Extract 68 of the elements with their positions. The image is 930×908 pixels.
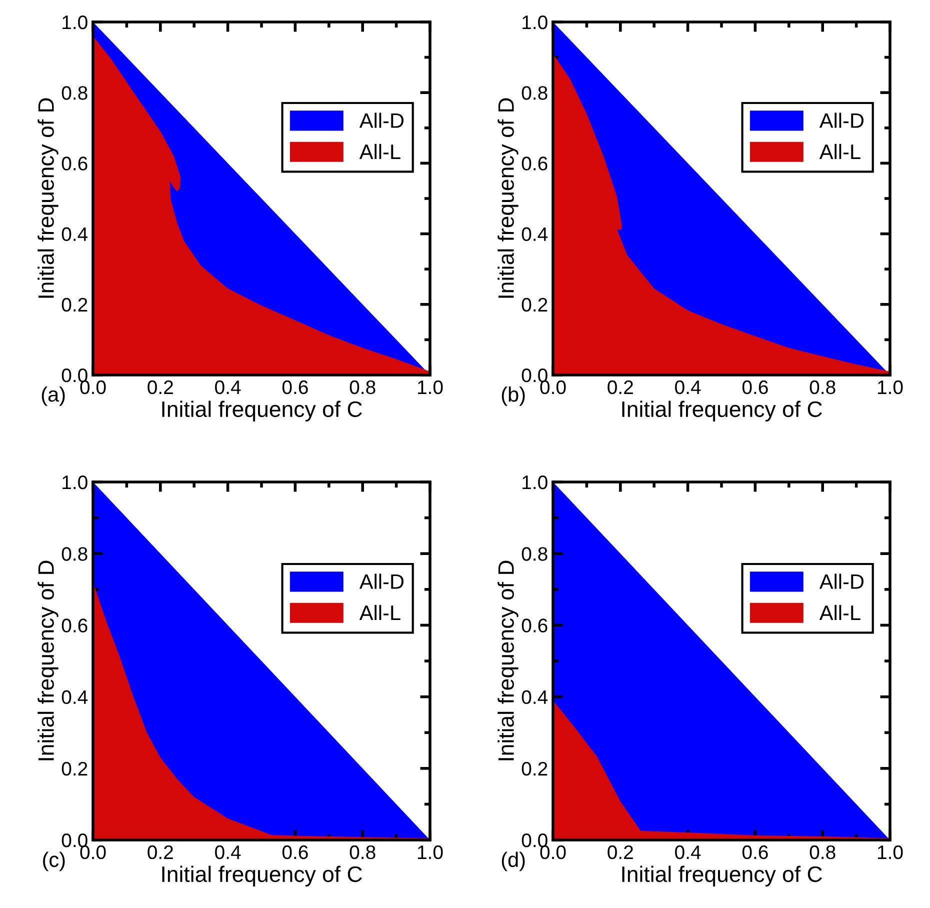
- y-tick-label: 0.0: [522, 833, 548, 848]
- legend-label: All-L: [359, 604, 400, 620]
- y-axis-title: Initial frequency of D: [38, 98, 58, 298]
- x-tick-label: 0.4: [215, 380, 241, 394]
- x-tick-label: 0.2: [608, 845, 633, 860]
- x-tick-label: 0.2: [148, 380, 173, 394]
- x-tick-label: 0.4: [215, 845, 241, 860]
- y-axis-title: Initial frequency of D: [498, 560, 518, 760]
- x-tick-label: 1.0: [878, 845, 903, 860]
- legend-label: All-L: [819, 604, 860, 620]
- y-tick-label: 0.2: [522, 762, 548, 776]
- x-tick-label: 0.2: [148, 845, 173, 860]
- y-tick-label: 0.2: [62, 298, 88, 312]
- legend-label: All-D: [819, 112, 864, 128]
- x-tick-label: 0.8: [350, 380, 376, 394]
- y-tick-label: 0.0: [62, 833, 88, 848]
- x-tick-label: 0.4: [675, 380, 701, 394]
- x-tick-label: 0.6: [282, 380, 308, 394]
- x-tick-label: 0.4: [675, 845, 701, 860]
- legend-label: All-L: [819, 144, 860, 160]
- x-tick-label: 0.0: [80, 845, 106, 860]
- y-axis-title: Initial frequency of D: [38, 560, 58, 760]
- x-tick-label: 1.0: [418, 845, 443, 860]
- x-tick-label: 0.6: [742, 845, 768, 860]
- x-tick-label: 0.8: [350, 845, 376, 860]
- y-tick-label: 0.6: [522, 156, 548, 170]
- y-axis-title: Initial frequency of D: [498, 98, 518, 298]
- y-tick-label: 1.0: [62, 475, 88, 490]
- x-tick-label: 0.6: [282, 845, 308, 860]
- y-tick-label: 1.0: [522, 475, 548, 490]
- x-tick-label: 0.2: [608, 380, 633, 394]
- y-tick-label: 0.4: [62, 690, 88, 704]
- y-tick-label: 0.2: [522, 298, 548, 312]
- x-tick-label: 0.0: [540, 380, 566, 394]
- y-tick-label: 1.0: [522, 15, 548, 30]
- legend-label: All-L: [359, 144, 400, 160]
- y-tick-label: 0.4: [62, 227, 88, 242]
- legend-label: All-D: [359, 112, 404, 128]
- x-tick-label: 1.0: [878, 380, 903, 394]
- y-tick-label: 0.0: [522, 368, 548, 382]
- x-axis-title: Initial frequency of C: [162, 866, 362, 886]
- y-tick-label: 0.0: [62, 368, 88, 382]
- x-axis-title: Initial frequency of C: [622, 866, 822, 886]
- y-tick-label: 1.0: [62, 15, 88, 30]
- text: (a): [42, 386, 65, 406]
- x-tick-label: 0.0: [540, 845, 566, 860]
- y-tick-label: 0.8: [522, 86, 548, 100]
- x-axis-title: Initial frequency of C: [622, 400, 822, 422]
- y-tick-label: 0.8: [62, 86, 88, 100]
- x-tick-label: 0.8: [810, 845, 836, 860]
- x-tick-label: 0.6: [742, 380, 768, 394]
- y-tick-label: 0.6: [62, 156, 88, 170]
- text: (d): [502, 852, 525, 872]
- legend-label: All-D: [359, 574, 404, 589]
- text: (b): [502, 386, 525, 406]
- y-tick-label: 0.2: [62, 762, 88, 776]
- x-tick-label: 0.0: [80, 380, 106, 394]
- y-tick-label: 0.6: [62, 618, 88, 632]
- y-tick-label: 0.8: [522, 547, 548, 561]
- text: (c): [43, 852, 65, 872]
- y-tick-label: 0.6: [522, 618, 548, 632]
- y-tick-label: 0.8: [62, 547, 88, 561]
- x-tick-label: 0.8: [810, 380, 836, 394]
- y-tick-label: 0.4: [522, 690, 548, 704]
- x-tick-label: 1.0: [418, 380, 443, 394]
- y-tick-label: 0.4: [522, 227, 548, 242]
- legend-label: All-D: [819, 574, 864, 589]
- x-axis-title: Initial frequency of C: [162, 400, 362, 422]
